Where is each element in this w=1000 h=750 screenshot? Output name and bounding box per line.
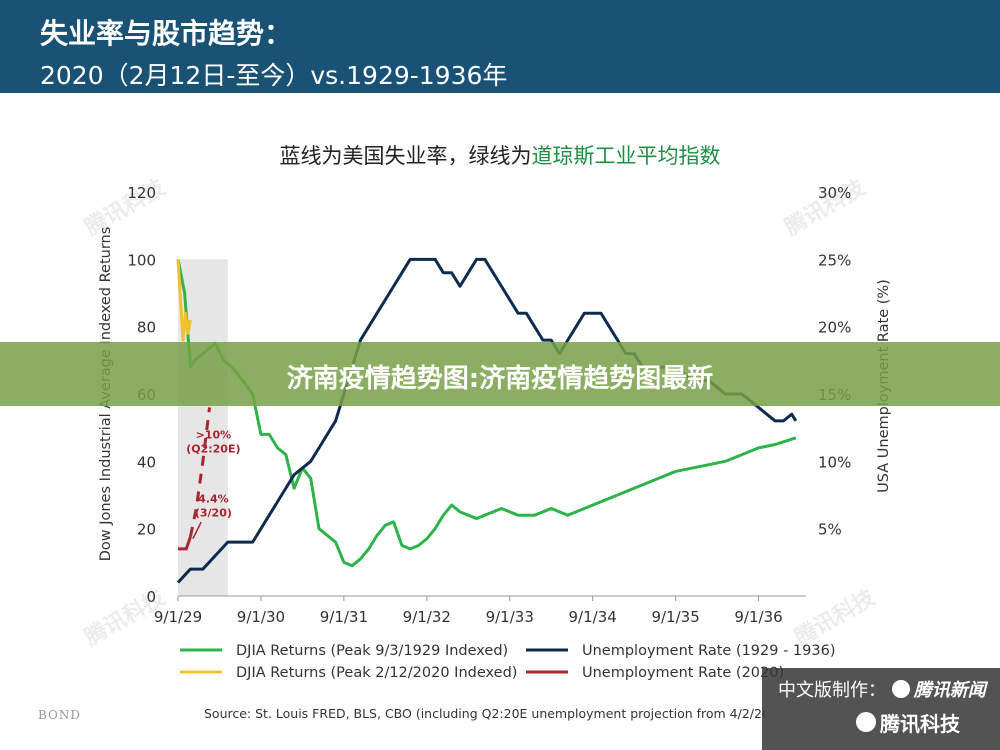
unemployment-2020-line bbox=[178, 536, 192, 551]
credit-line: 中文版制作： 腾讯新闻 bbox=[778, 676, 986, 702]
header-bar: 失业率与股市趋势： 2020（2月12日-至今）vs.1929-1936年 bbox=[0, 0, 1000, 93]
header-subtitle: 2020（2月12日-至今）vs.1929-1936年 bbox=[40, 61, 508, 90]
djia-1929-line bbox=[176, 259, 797, 568]
tencent-tech-logo-icon bbox=[856, 712, 876, 732]
chart-title-highlight: 道琼斯工业平均指数 bbox=[531, 144, 721, 168]
y-right-tick-label: 10% bbox=[818, 453, 851, 471]
annotation-note: (Q2:20E) bbox=[186, 443, 240, 456]
legend-label: DJIA Returns (Peak 2/12/2020 Indexed) bbox=[236, 665, 517, 681]
unemployment-1929-line bbox=[176, 257, 798, 584]
djia-2020-line bbox=[176, 259, 192, 342]
y-left-tick-label: 100 bbox=[127, 251, 156, 269]
x-tick-label: 9/1/30 bbox=[237, 608, 285, 626]
x-tick-label: 9/1/35 bbox=[651, 608, 699, 626]
banner-text: 济南疫情趋势图:济南疫情趋势图最新 bbox=[286, 364, 714, 394]
x-tick-label: 9/1/31 bbox=[320, 608, 368, 626]
chart-title-prefix: 蓝线为美国失业率，绿线为 bbox=[279, 144, 532, 168]
y-left-tick-label: 40 bbox=[137, 453, 156, 471]
y-right-tick-label: 5% bbox=[818, 521, 842, 539]
x-tick-label: 9/1/36 bbox=[734, 608, 782, 626]
credit-box: 中文版制作： 腾讯新闻 腾讯科技 bbox=[762, 668, 1000, 750]
y-left-tick-label: 80 bbox=[137, 319, 156, 337]
y-right-tick-label: 25% bbox=[818, 251, 851, 269]
legend-label: Unemployment Rate (1929 - 1936) bbox=[582, 643, 836, 659]
overlay-banner: 济南疫情趋势图:济南疫情趋势图最新 bbox=[0, 342, 1000, 406]
credit-brand-news: 腾讯新闻 bbox=[913, 680, 986, 701]
x-tick-label: 9/1/29 bbox=[154, 608, 202, 626]
credit-label: 中文版制作： bbox=[778, 680, 886, 701]
credit-brand-tech: 腾讯科技 bbox=[880, 712, 960, 736]
tencent-news-logo-icon bbox=[891, 680, 910, 698]
source-note: Source: St. Louis FRED, BLS, CBO (includ… bbox=[204, 706, 764, 721]
x-tick-label: 9/1/34 bbox=[569, 608, 617, 626]
y-left-tick-label: 120 bbox=[127, 184, 156, 202]
header-title: 失业率与股市趋势： bbox=[40, 17, 293, 50]
legend-label: Unemployment Rate (2020) bbox=[582, 665, 784, 681]
y-left-tick-label: 20 bbox=[137, 521, 156, 539]
chart-title: 蓝线为美国失业率，绿线为道琼斯工业平均指数 bbox=[0, 140, 1000, 170]
x-tick-label: 9/1/33 bbox=[486, 608, 534, 626]
annotation-value: >10% bbox=[196, 429, 232, 442]
bond-logo: BOND bbox=[38, 708, 81, 722]
legend-label: DJIA Returns (Peak 9/3/1929 Indexed) bbox=[236, 643, 508, 659]
y-right-tick-label: 20% bbox=[818, 319, 851, 337]
annotation-value: 4.4% bbox=[198, 492, 229, 505]
annotation-arrow bbox=[192, 521, 202, 540]
annotation-note: (3/20) bbox=[195, 506, 232, 519]
y-left-tick-label: 0 bbox=[146, 588, 156, 606]
x-tick-label: 9/1/32 bbox=[403, 608, 451, 626]
y-right-tick-label: 30% bbox=[818, 184, 851, 202]
